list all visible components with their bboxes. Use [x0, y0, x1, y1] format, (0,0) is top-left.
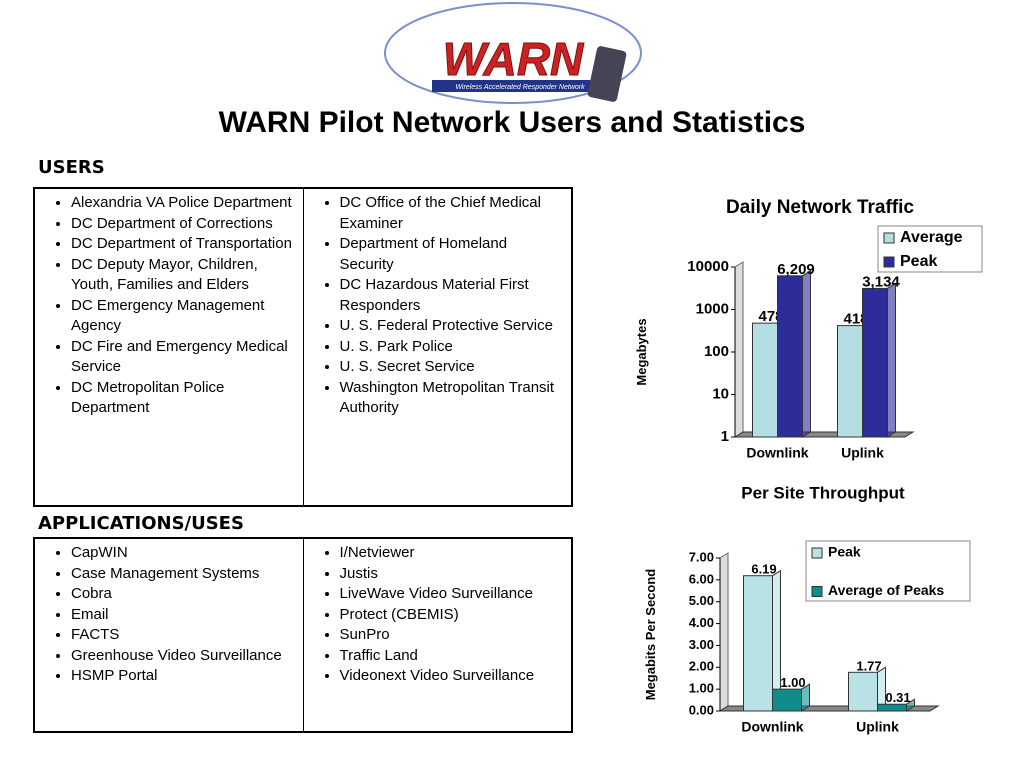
bar [862, 287, 888, 438]
y-tick-label: 100 [704, 343, 729, 360]
x-tick-label: Uplink [856, 719, 899, 735]
data-label: 0.31 [885, 690, 910, 705]
section-heading: APPLICATIONS/USES [38, 513, 244, 534]
legend-swatch [811, 586, 823, 597]
logo-band [432, 80, 608, 92]
list-item: Cobra [71, 584, 297, 605]
legend-label: Peak [828, 544, 861, 560]
bar [848, 671, 878, 712]
y-tick-label: 2.00 [689, 659, 714, 674]
list-item: FACTS [71, 625, 297, 646]
x-tick-label: Uplink [841, 445, 884, 461]
bar [743, 575, 773, 712]
bar [772, 688, 802, 712]
list-item: Justis [340, 564, 566, 585]
bullet-list: Alexandria VA Police DepartmentDC Depart… [35, 193, 297, 419]
legend-box [805, 540, 971, 602]
legend-swatch [883, 256, 895, 268]
list-item: Email [71, 605, 297, 626]
data-label: 6,209 [777, 261, 815, 278]
list-item: CapWIN [71, 543, 297, 564]
bar-depth [802, 269, 811, 438]
bar [837, 325, 863, 438]
list-item: I/Netviewer [340, 543, 566, 564]
bar-depth [887, 282, 896, 438]
section-heading: USERS [38, 157, 105, 178]
applications-table: CapWINCase Management SystemsCobraEmailF… [33, 537, 573, 733]
y-tick-label: 10000 [687, 258, 729, 275]
list-item: Traffic Land [340, 646, 566, 667]
list-item: Greenhouse Video Surveillance [71, 646, 297, 667]
y-tick-label: 10 [712, 385, 729, 402]
legend-swatch [811, 547, 823, 559]
y-tick-label: 3.00 [689, 637, 714, 652]
bar [877, 703, 907, 712]
list-item: DC Metropolitan Police Department [71, 378, 297, 419]
y-tick-label: 0.00 [689, 702, 714, 717]
y-axis-label: Megabits Per Second [643, 569, 658, 701]
bullet-list: I/NetviewerJustisLiveWave Video Surveill… [304, 543, 566, 687]
y-tick-label: 4.00 [689, 615, 714, 630]
bullet-list: DC Office of the Chief Medical ExaminerD… [304, 193, 566, 419]
list-item: Case Management Systems [71, 564, 297, 585]
list-item: Alexandria VA Police Department [71, 193, 297, 214]
list-item: Washington Metropolitan Transit Authorit… [340, 378, 566, 419]
logo-subtitle: Wireless Accelerated Responder Network [455, 84, 585, 91]
y-tick-label: 1000 [696, 300, 729, 317]
logo-device [587, 46, 627, 102]
y-tick-label: 1.00 [689, 681, 714, 696]
y-axis-label: Megabytes [634, 318, 649, 385]
chart-title: Daily Network Traffic [726, 197, 914, 218]
data-label: 6.19 [751, 562, 776, 577]
logo-text: WARN [443, 33, 584, 85]
list-item: HSMP Portal [71, 666, 297, 687]
y-tick-label: 5.00 [689, 593, 714, 608]
legend-label: Average of Peaks [828, 582, 944, 598]
logo-ring [384, 2, 642, 104]
y-tick-label: 1 [721, 428, 729, 445]
list-item: U. S. Park Police [340, 337, 566, 358]
legend-label: Peak [900, 253, 937, 270]
list-item: U. S. Federal Protective Service [340, 316, 566, 337]
data-label: 3,134 [862, 273, 900, 290]
list-item: DC Department of Corrections [71, 214, 297, 235]
list-item: SunPro [340, 625, 566, 646]
list-item: Protect (CBEMIS) [340, 605, 566, 626]
users-table: Alexandria VA Police DepartmentDC Depart… [33, 187, 573, 507]
list-item: Department of Homeland Security [340, 234, 566, 275]
plot-wall [719, 552, 729, 712]
list-item: DC Emergency Management Agency [71, 296, 297, 337]
chart-title: Per Site Throughput [741, 483, 905, 502]
list-item: DC Department of Transportation [71, 234, 297, 255]
list-item: DC Deputy Mayor, Children, Youth, Famili… [71, 255, 297, 296]
plot-wall [734, 261, 744, 438]
slide-title: WARN Pilot Network Users and Statistics [218, 106, 806, 139]
y-tick-label: 6.00 [689, 571, 714, 586]
x-tick-label: Downlink [741, 719, 803, 735]
y-tick-label: 7.00 [689, 549, 714, 564]
list-item: LiveWave Video Surveillance [340, 584, 566, 605]
legend-swatch [883, 232, 895, 244]
list-item: DC Office of the Chief Medical Examiner [340, 193, 566, 234]
list-item: U. S. Secret Service [340, 357, 566, 378]
list-item: Videonext Video Surveillance [340, 666, 566, 687]
bar [752, 322, 778, 438]
list-item: DC Hazardous Material First Responders [340, 275, 566, 316]
list-item: DC Fire and Emergency Medical Service [71, 337, 297, 378]
data-label: 1.00 [780, 675, 805, 690]
legend-label: Average [900, 229, 963, 246]
legend-box [877, 225, 983, 273]
data-label: 1.77 [856, 658, 881, 673]
bar [777, 275, 803, 438]
bullet-list: CapWINCase Management SystemsCobraEmailF… [35, 543, 297, 687]
x-tick-label: Downlink [746, 445, 808, 461]
